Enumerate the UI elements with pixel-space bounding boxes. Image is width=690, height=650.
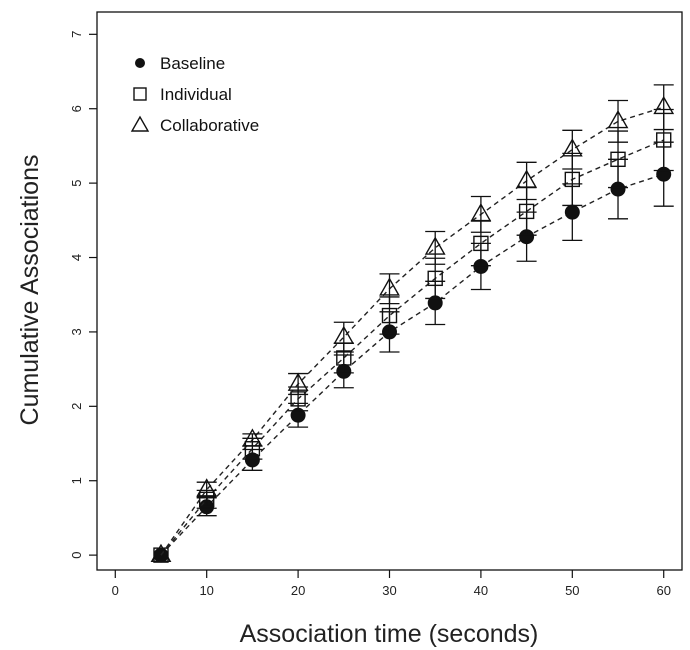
y-tick-label: 6	[69, 105, 84, 112]
series-collaborative	[150, 84, 675, 563]
legend-label-collaborative: Collaborative	[160, 116, 259, 135]
data-point-collaborative	[424, 236, 446, 255]
legend-item-collaborative: Collaborative	[130, 115, 259, 135]
error-bar	[653, 84, 674, 131]
series-line-baseline	[160, 173, 664, 556]
data-point-individual	[153, 547, 169, 563]
data-point-individual	[473, 235, 489, 252]
x-tick-label: 20	[291, 583, 305, 598]
legend: Baseline Individual Collaborative	[130, 54, 259, 135]
data-point-baseline	[564, 204, 580, 220]
y-tick-label: 0	[69, 552, 84, 559]
y-tick-label: 5	[69, 180, 84, 187]
error-bar	[425, 230, 446, 265]
y-axis-title: Cumulative Associations	[16, 155, 44, 426]
x-tick-label: 50	[565, 583, 579, 598]
x-tick-label: 30	[382, 583, 396, 598]
legend-marker-individual	[133, 87, 147, 101]
y-tick-label: 3	[69, 328, 84, 335]
data-point-collaborative	[379, 277, 400, 296]
data-point-collaborative	[150, 543, 172, 563]
error-bar	[562, 129, 583, 170]
data-point-individual	[518, 203, 535, 220]
y-tick-label: 1	[69, 477, 84, 484]
data-point-individual	[427, 270, 443, 287]
error-bar	[470, 195, 491, 233]
x-tick-label: 10	[199, 583, 213, 598]
y-axis: 0 1 2 3 4 5 6 7	[69, 31, 97, 559]
legend-marker-baseline	[135, 58, 145, 68]
data-point-collaborative	[196, 478, 218, 497]
legend-marker-collaborative	[130, 115, 150, 132]
data-point-collaborative	[333, 325, 355, 345]
series-line-collaborative	[160, 106, 664, 556]
data-point-collaborative	[607, 109, 629, 129]
x-axis-title: Association time (seconds)	[240, 620, 539, 648]
error-bar	[516, 161, 537, 201]
x-axis: 0 10 20 30 40 50 60	[112, 570, 671, 598]
series-individual	[153, 108, 674, 563]
data-point-collaborative	[470, 202, 492, 222]
legend-item-baseline: Baseline	[135, 54, 225, 73]
y-tick-label: 7	[69, 31, 84, 38]
y-tick-label: 2	[69, 403, 84, 410]
data-point-collaborative	[241, 428, 263, 447]
error-bar	[196, 481, 217, 498]
legend-label-baseline: Baseline	[160, 54, 225, 73]
data-point-individual	[564, 171, 581, 188]
data-point-collaborative	[653, 95, 675, 115]
plot-area	[150, 84, 675, 563]
x-tick-label: 40	[474, 583, 488, 598]
data-point-collaborative	[561, 138, 583, 157]
data-point-collaborative	[287, 372, 309, 391]
x-tick-label: 0	[112, 583, 119, 598]
legend-label-individual: Individual	[160, 85, 232, 104]
series-line-individual	[160, 139, 664, 556]
data-point-collaborative	[516, 169, 538, 188]
y-tick-label: 4	[69, 254, 84, 261]
series-baseline	[153, 141, 674, 563]
data-point-individual	[381, 307, 398, 324]
data-point-individual	[656, 132, 672, 148]
data-point-individual	[610, 151, 626, 168]
legend-item-individual: Individual	[133, 85, 232, 104]
x-tick-label: 60	[656, 583, 670, 598]
error-bar	[608, 99, 629, 143]
